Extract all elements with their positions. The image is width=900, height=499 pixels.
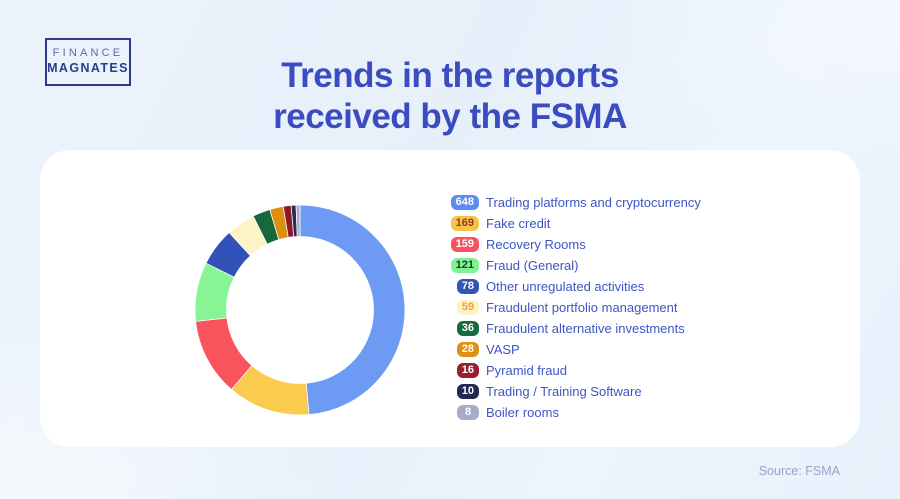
legend-value-badge: 16 (456, 363, 479, 378)
legend-item: 59 Fraudulent portfolio management (447, 297, 701, 318)
legend-label: Trading platforms and cryptocurrency (486, 195, 701, 210)
legend-label: Fraudulent portfolio management (486, 300, 678, 315)
source-note: Source: FSMA (758, 464, 840, 478)
legend-item: 16 Pyramid fraud (447, 360, 701, 381)
page-title: Trends in the reports received by the FS… (0, 55, 900, 138)
legend-label: Fake credit (486, 216, 551, 231)
legend-badge-slot: 16 (447, 363, 479, 378)
legend-label: Fraudulent alternative investments (486, 321, 685, 336)
page-title-line1: Trends in the reports (281, 56, 619, 95)
legend-badge-slot: 78 (447, 279, 479, 294)
legend-value-badge: 8 (457, 405, 479, 420)
legend-badge-slot: 169 (447, 216, 479, 231)
legend-badge-slot: 36 (447, 321, 479, 336)
donut-segment (295, 205, 301, 237)
legend-badge-slot: 59 (447, 300, 479, 315)
legend-value-badge: 78 (456, 279, 479, 294)
legend-item: 169 Fake credit (447, 213, 701, 234)
legend-label: VASP (486, 342, 520, 357)
legend-value-badge: 648 (450, 195, 479, 210)
legend-item: 28 VASP (447, 339, 701, 360)
logo-text-magnates: MAGNATES (47, 61, 129, 76)
legend-badge-slot: 28 (447, 342, 479, 357)
legend-badge-slot: 10 (447, 384, 479, 399)
legend-item: 121 Fraud (General) (447, 255, 701, 276)
legend-item: 36 Fraudulent alternative investments (447, 318, 701, 339)
legend-value-badge: 36 (456, 321, 479, 336)
legend-badge-slot: 159 (447, 237, 479, 252)
legend-value-badge: 28 (456, 342, 479, 357)
page-title-line2: received by the FSMA (273, 97, 627, 137)
legend-item: 78 Other unregulated activities (447, 276, 701, 297)
legend-badge-slot: 121 (447, 258, 479, 273)
legend-badge-slot: 8 (447, 405, 479, 420)
legend-label: Recovery Rooms (486, 237, 586, 252)
legend-value-badge: 10 (456, 384, 479, 399)
chart-legend: 648 Trading platforms and cryptocurrency 1… (447, 192, 701, 423)
legend-value-badge: 169 (450, 216, 479, 231)
legend-label: Pyramid fraud (486, 363, 567, 378)
legend-item: 648 Trading platforms and cryptocurrency (447, 192, 701, 213)
legend-label: Other unregulated activities (486, 279, 645, 294)
legend-value-badge: 159 (450, 237, 479, 252)
legend-value-badge: 59 (456, 300, 479, 315)
legend-item: 10 Trading / Training Software (447, 381, 701, 402)
legend-label: Trading / Training Software (486, 384, 642, 399)
legend-item: 159 Recovery Rooms (447, 234, 701, 255)
chart-card: 648 Trading platforms and cryptocurrency 1… (40, 150, 860, 447)
logo-text-finance: FINANCE (52, 47, 124, 60)
finance-magnates-logo: FINANCE MAGNATES (45, 38, 131, 86)
donut-chart (195, 205, 405, 415)
legend-label: Boiler rooms (486, 405, 559, 420)
legend-value-badge: 121 (450, 258, 479, 273)
legend-badge-slot: 648 (447, 195, 479, 210)
donut-segment (299, 205, 405, 415)
legend-item: 8 Boiler rooms (447, 402, 701, 423)
legend-label: Fraud (General) (486, 258, 579, 273)
